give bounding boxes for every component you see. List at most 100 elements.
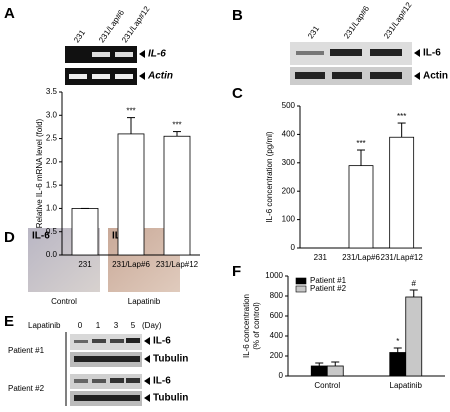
- y-tick-label: 0: [291, 243, 296, 252]
- bar: [348, 165, 374, 249]
- blot-band: [92, 379, 106, 383]
- blot-band: [74, 395, 140, 401]
- y-tick-label: 200: [270, 351, 284, 360]
- panel-label: A: [4, 5, 15, 22]
- y-tick-label: 2.5: [46, 134, 58, 143]
- y-tick-label: 500: [282, 101, 296, 110]
- gel-band: [115, 52, 133, 57]
- panel-label: D: [4, 229, 15, 246]
- lane-label: 231/Lap#12: [382, 0, 414, 40]
- lane-label: 231: [72, 28, 87, 45]
- arrow: [414, 72, 420, 80]
- marker-label: Tubulin: [153, 393, 188, 404]
- y-tick-label: 100: [282, 215, 296, 224]
- annotation: *: [396, 337, 399, 346]
- panel-label: B: [232, 7, 243, 24]
- blot-band: [92, 339, 106, 343]
- blot-band: [332, 72, 362, 79]
- y-tick-label: 200: [282, 186, 296, 195]
- panel-label: F: [232, 263, 241, 280]
- x-tick-label: 231/Lap#6: [112, 260, 150, 269]
- y-tick-label: 600: [270, 311, 284, 320]
- y-axis-label: (% of control): [252, 302, 261, 350]
- blot-band: [330, 49, 362, 56]
- y-axis-label: IL-6 concentration: [242, 294, 251, 358]
- y-tick-label: 0.5: [46, 227, 58, 236]
- annotation: ***: [356, 139, 365, 148]
- stain-label: IL-6: [32, 231, 50, 242]
- marker-label: IL-6: [153, 376, 171, 387]
- blot-band: [295, 72, 325, 79]
- arrow: [144, 355, 150, 363]
- y-tick-label: 400: [270, 331, 284, 340]
- marker-label: Tubulin: [153, 354, 188, 365]
- x-tick-label: 231/Lap#6: [342, 253, 380, 262]
- bar: [117, 133, 145, 256]
- blot-band: [126, 378, 140, 383]
- y-tick-label: 1.5: [46, 180, 58, 189]
- bar: [310, 365, 328, 377]
- y-tick-label: 800: [270, 291, 284, 300]
- arrow: [139, 72, 145, 80]
- y-tick-label: 1000: [265, 271, 283, 280]
- legend-label: Patient #2: [310, 284, 347, 293]
- lane-label: 231: [306, 24, 321, 41]
- x-tick-label: 231: [78, 260, 92, 269]
- y-tick-label: 3.5: [46, 87, 58, 96]
- panel-label: E: [4, 313, 14, 330]
- bar: [326, 365, 344, 377]
- annotation: ***: [126, 107, 135, 116]
- marker-label: IL-6: [148, 49, 166, 60]
- y-axis-label: Relative IL-6 mRNA level (fold): [35, 118, 44, 228]
- marker-label: IL-6: [423, 48, 441, 59]
- y-tick-label: 1.0: [46, 204, 58, 213]
- condition-label: Control: [51, 297, 77, 306]
- blot-band: [370, 49, 402, 56]
- blot-band: [296, 51, 324, 55]
- arrow: [414, 49, 420, 57]
- arrow: [144, 394, 150, 402]
- blot-band: [126, 338, 140, 343]
- marker-label: Actin: [147, 71, 173, 82]
- bar: [71, 208, 99, 256]
- blot-band: [110, 339, 124, 343]
- lane-label: 231/Lap#6: [342, 4, 371, 41]
- gel-band: [92, 74, 110, 79]
- bar: [389, 352, 407, 377]
- y-tick-label: 400: [282, 130, 296, 139]
- annotation: #: [412, 279, 417, 288]
- blot-band: [110, 378, 124, 383]
- panel-label: C: [232, 85, 243, 102]
- annotation: ***: [397, 112, 406, 121]
- day-label: 5: [131, 321, 136, 330]
- patient-label: Patient #2: [8, 384, 45, 393]
- legend-swatch: [295, 285, 307, 293]
- blot-band: [74, 379, 88, 383]
- bar: [405, 296, 423, 377]
- day-label: 0: [78, 321, 83, 330]
- arrow: [144, 377, 150, 385]
- treatment-label: Lapatinib: [28, 321, 61, 330]
- y-tick-label: 0: [279, 371, 284, 380]
- x-tick-label: Lapatinib: [390, 381, 423, 390]
- legend-label: Patient #1: [310, 276, 347, 285]
- gel-band: [115, 74, 133, 79]
- x-tick-label: Control: [314, 381, 340, 390]
- lane-label: 231/Lap#12: [120, 4, 152, 44]
- blot-band: [74, 356, 140, 362]
- blot-band: [370, 72, 402, 79]
- marker-label: IL-6: [153, 336, 171, 347]
- y-axis-label: IL-6 concentration (pg/ml): [265, 131, 274, 222]
- blot-band: [74, 340, 88, 343]
- bar: [389, 136, 415, 249]
- gel-band: [69, 74, 87, 79]
- bar: [163, 135, 191, 256]
- x-tick-label: 231/Lap#12: [381, 253, 424, 262]
- day-unit: (Day): [142, 321, 162, 330]
- x-tick-label: 231: [314, 253, 328, 262]
- patient-label: Patient #1: [8, 346, 45, 355]
- day-label: 1: [96, 321, 101, 330]
- day-label: 3: [114, 321, 119, 330]
- arrow: [139, 50, 145, 58]
